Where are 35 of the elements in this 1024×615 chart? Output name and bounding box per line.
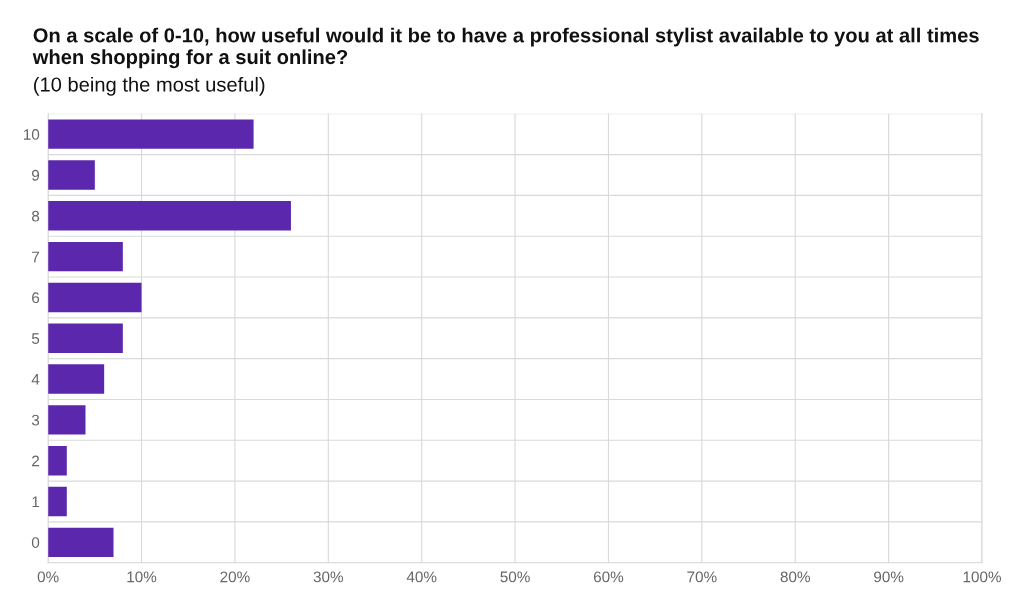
bar bbox=[48, 201, 291, 231]
chart-subtitle: (10 being the most useful) bbox=[34, 76, 265, 96]
y-tick-label: 0 bbox=[31, 537, 40, 548]
x-tick-label: 80% bbox=[780, 571, 810, 583]
y-tick-label: 3 bbox=[31, 414, 40, 426]
x-tick-label: 60% bbox=[593, 571, 624, 583]
y-tick-label: 1 bbox=[32, 496, 40, 508]
y-tick-label: 10 bbox=[23, 129, 40, 140]
x-tick-label: 0% bbox=[37, 571, 59, 583]
y-tick-label: 7 bbox=[32, 251, 40, 263]
y-tick-label: 9 bbox=[32, 169, 40, 181]
bar bbox=[48, 241, 123, 272]
x-tick-label: 30% bbox=[313, 571, 344, 583]
x-tick-label: 90% bbox=[874, 571, 904, 583]
y-tick-label: 2 bbox=[32, 455, 40, 467]
x-tick-label: 100% bbox=[963, 571, 1002, 583]
bar bbox=[48, 405, 86, 435]
bar bbox=[48, 486, 67, 517]
y-tick-label: 8 bbox=[31, 210, 40, 222]
bar bbox=[48, 160, 95, 190]
x-tick-label: 10% bbox=[127, 571, 157, 583]
bar bbox=[48, 364, 105, 394]
y-tick-label: 4 bbox=[31, 374, 40, 385]
bar bbox=[48, 527, 114, 558]
x-tick-label: 70% bbox=[687, 571, 717, 583]
bar bbox=[48, 446, 67, 476]
x-tick-label: 40% bbox=[406, 571, 437, 583]
bar bbox=[48, 323, 123, 353]
y-tick-label: 5 bbox=[31, 333, 40, 344]
bar bbox=[48, 119, 254, 149]
x-tick-label: 50% bbox=[500, 571, 530, 583]
x-tick-label: 20% bbox=[220, 571, 250, 583]
chart-title: On a scale of 0-10, how useful would it be to have a professional stylist available to you at all times when shopping for a suit online? bbox=[32, 27, 979, 69]
bar bbox=[48, 282, 142, 313]
y-tick-label: 6 bbox=[32, 292, 40, 304]
